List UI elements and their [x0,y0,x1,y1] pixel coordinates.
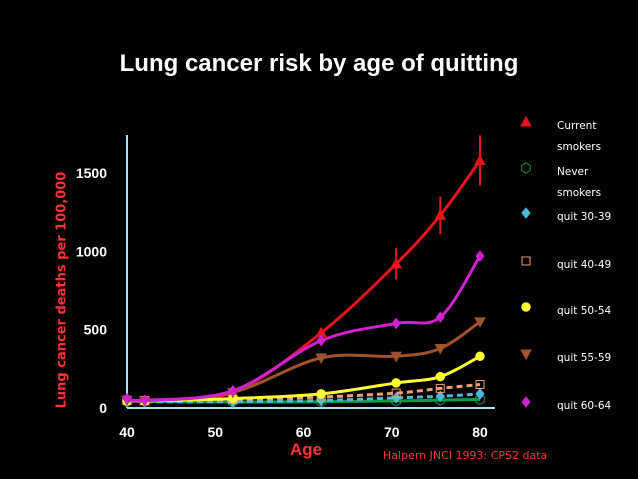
x-tick-label: 70 [384,424,400,440]
legend-label: quit 55-59 [557,348,627,369]
y-tick-label: 500 [84,322,108,338]
data-point [435,394,446,406]
data-point [316,334,326,347]
data-point [434,343,447,355]
data-point [475,388,485,400]
legend-marker-icon [521,162,531,174]
data-point [435,383,445,393]
data-point [391,378,401,388]
data-point [435,390,445,403]
legend-label: quit 30-39 [557,207,627,228]
legend-label-line2: smokers [557,187,602,199]
chart-title: Lung cancer risk by age of quitting [119,50,519,77]
legend-marker-shape [521,396,531,408]
data-point [474,154,486,165]
y-tick-label: 0 [99,400,107,416]
legend-marker-shape [521,207,531,219]
legend-label: quit 60-64 [557,396,627,417]
legend-label: Current smokers [557,116,627,158]
data-point [475,351,485,362]
legend-marker-shape [521,302,531,312]
data-point [315,353,327,364]
legend-marker-shape [520,349,532,360]
legend-item: quit 30-39 [520,207,638,247]
legend-marker-shape [520,116,532,127]
x-tick-label: 50 [207,424,223,440]
legend-marker-icon [521,396,531,408]
data-point [435,371,446,382]
series-line [126,159,482,403]
x-axis-label: Age [290,440,323,459]
data-point [122,392,132,405]
x-tick-label: 40 [119,424,135,440]
data-point [434,209,447,220]
data-point [390,351,403,363]
legend-marker-icon [521,207,531,219]
data-point [391,317,401,330]
data-point [228,384,238,397]
y-tick-label: 1000 [76,243,107,259]
data-point [391,388,401,398]
legend-item: Never smokers [520,162,638,202]
legend-marker-icon [520,349,532,360]
legend-marker-icon [521,256,531,266]
x-tick-label: 80 [472,424,488,440]
data-point [316,389,326,399]
data-point [435,311,445,323]
legend-label: quit 40-49 [557,255,627,276]
source-note: Halpern JNCI 1993: CPS2 data [383,449,548,462]
data-point [475,393,485,405]
series-line [126,383,481,403]
data-point [474,317,486,328]
legend-label-line1: quit 60-64 [557,400,612,412]
legend-label: quit 50-54 [557,301,627,322]
legend-label-line1: quit 55-59 [557,352,612,364]
data-point [475,250,485,262]
legend-label-line1: quit 40-49 [557,259,612,271]
legend-marker-shape [521,256,531,266]
legend-label-line1: quit 30-39 [557,211,612,223]
data-point [475,380,485,389]
legend-marker-icon [520,116,532,127]
data-point [390,257,403,269]
legend-label: Never smokers [557,162,627,204]
y-axis-label: Lung cancer deaths per 100,000 [54,171,70,409]
legend-item: quit 40-49 [520,255,638,295]
x-tick-label: 60 [296,424,312,440]
legend-marker-icon [521,302,531,312]
legend-item: quit 50-54 [520,301,638,341]
y-tick-label: 1500 [76,165,107,181]
legend-item: quit 60-64 [520,396,638,436]
legend-label-line1: Current [557,120,597,132]
legend-label-line1: Never [557,166,589,178]
legend-item: Current smokers [520,116,638,156]
legend-label-line2: smokers [557,141,602,153]
legend-label-line1: quit 50-54 [557,305,612,317]
legend-item: quit 55-59 [520,348,638,388]
data-point [140,394,150,406]
data-point [391,392,401,404]
legend-marker-shape [521,162,531,174]
